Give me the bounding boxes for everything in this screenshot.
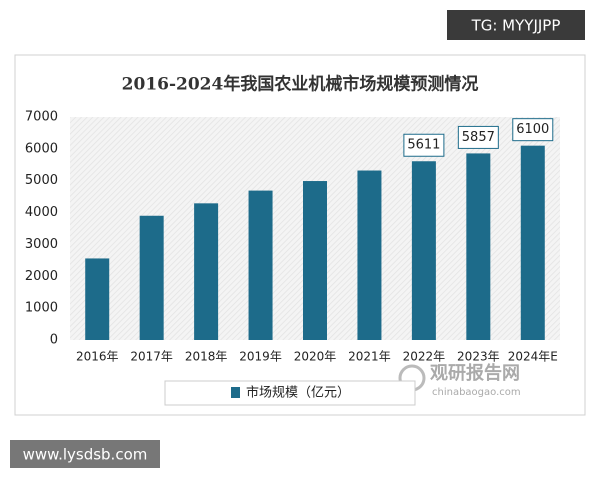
y-tick-label: 7000: [25, 110, 58, 125]
x-tick-label: 2020年: [294, 350, 337, 364]
bar: [466, 153, 491, 340]
bar: [194, 203, 219, 340]
bar: [303, 181, 327, 340]
watermark: www.lysdsb.com: [23, 446, 148, 464]
x-tick-label: 2024年E: [508, 350, 558, 364]
legend-label: 市场规模（亿元）: [246, 385, 350, 401]
watermark-box: [10, 440, 160, 468]
watermark-box: [447, 10, 585, 40]
watermark: chinabaogao.com: [432, 387, 521, 398]
chart-title: 2016-2024年我国农业机械市场规模预测情况: [122, 74, 479, 95]
x-tick-label: 2017年: [130, 350, 173, 364]
y-tick-label: 3000: [25, 237, 58, 252]
x-tick-label: 2016年: [76, 350, 119, 364]
x-tick-label: 2019年: [239, 350, 282, 364]
legend-box: [164, 380, 416, 406]
y-tick-label: 4000: [25, 205, 58, 220]
watermark: 观研报告网: [430, 362, 520, 384]
x-tick-label: 2023年: [457, 350, 500, 364]
y-tick-label: 1000: [25, 301, 58, 316]
x-tick-label: 2018年: [185, 350, 228, 364]
legend-swatch: [231, 387, 240, 398]
data-label-box: [457, 125, 499, 149]
x-tick-label: 2021年: [348, 350, 391, 364]
bar: [139, 215, 164, 340]
bar: [248, 190, 273, 340]
y-tick-label: 2000: [25, 269, 58, 284]
x-tick-label: 2022年: [403, 350, 446, 364]
y-tick-label: 6000: [25, 141, 58, 156]
data-label-box: [512, 118, 554, 142]
bar: [520, 145, 545, 340]
y-tick-label: 5000: [25, 173, 58, 188]
bar: [357, 170, 382, 340]
bar: [85, 258, 110, 340]
data-label: 6100: [516, 122, 549, 137]
data-label-box: [403, 133, 445, 157]
data-label: 5611: [407, 138, 440, 153]
watermark: TG: MYYJJPP: [471, 17, 561, 35]
bar: [411, 161, 436, 340]
y-tick-label: 0: [50, 333, 58, 348]
data-label: 5857: [462, 130, 495, 145]
